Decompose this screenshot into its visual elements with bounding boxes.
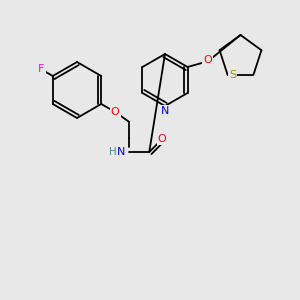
Text: O: O: [203, 55, 212, 65]
Text: H: H: [110, 147, 117, 157]
Text: F: F: [38, 64, 45, 74]
Text: S: S: [229, 70, 236, 80]
Text: N: N: [161, 106, 169, 116]
Text: O: O: [158, 134, 167, 144]
Text: N: N: [117, 147, 125, 157]
Text: O: O: [111, 107, 120, 117]
